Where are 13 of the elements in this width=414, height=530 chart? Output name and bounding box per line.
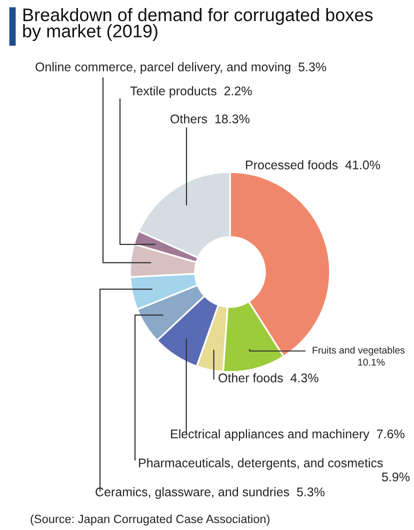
slice-label: Online commerce, parcel delivery, and moving 5.3% <box>36 62 326 74</box>
data-label: 5.9% <box>382 472 410 482</box>
slice-label: Pharmaceuticals, detergents, and cosmetics <box>139 458 383 470</box>
data-label: 10.1% <box>358 358 385 366</box>
text: (Source: Japan Corrugated Case Association) <box>30 514 270 526</box>
slice-label: Electrical appliances and machinery 7.6% <box>171 429 404 441</box>
slice-label: Ceramics, glassware, and sundries 5.3% <box>96 487 325 499</box>
slice-label: Other foods 4.3% <box>218 373 318 382</box>
slice-label: Processed foods 41.0% <box>246 160 380 170</box>
slice-label: Textile products 2.2% <box>130 86 252 98</box>
chart-title: Breakdown of demand for corrugated boxes by market (2019) <box>23 8 373 42</box>
slice-label: Others 18.3% <box>170 114 250 124</box>
slice-label: Fruits and vegetables <box>312 346 405 356</box>
